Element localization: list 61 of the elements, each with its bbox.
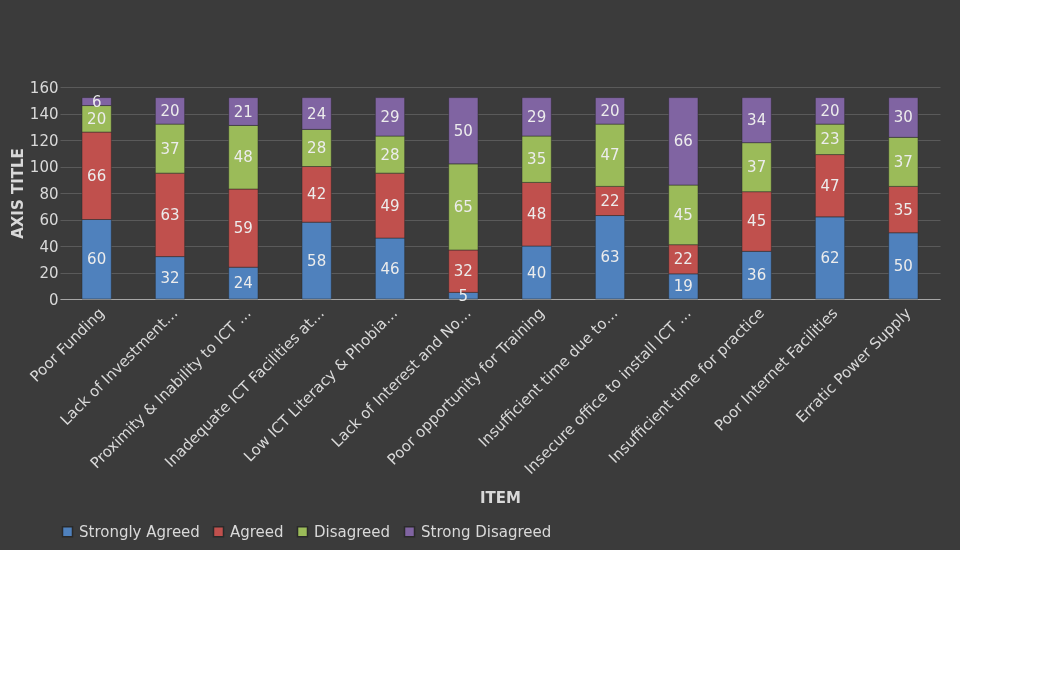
data-label: 29 xyxy=(527,107,547,126)
data-label: 20 xyxy=(87,109,107,128)
data-label: 50 xyxy=(453,121,473,140)
data-label: 66 xyxy=(673,132,693,151)
y-tick-label: 60 xyxy=(39,211,59,229)
data-label: 37 xyxy=(160,139,180,158)
data-label: 22 xyxy=(673,250,693,269)
data-label: 37 xyxy=(747,158,767,177)
legend-label: Strong Disagreed xyxy=(421,522,552,541)
data-label: 40 xyxy=(527,263,547,282)
data-label: 23 xyxy=(820,130,840,149)
y-tick-label: 140 xyxy=(29,105,59,123)
data-label: 62 xyxy=(820,248,840,267)
y-tick-label: 80 xyxy=(39,184,59,203)
legend-label: Agreed xyxy=(230,522,284,541)
data-label: 42 xyxy=(307,185,327,204)
y-tick-label: 120 xyxy=(29,131,59,150)
data-label: 30 xyxy=(893,108,913,127)
data-label: 48 xyxy=(233,148,253,167)
y-tick-label: 160 xyxy=(29,78,59,97)
data-label: 49 xyxy=(380,196,400,215)
data-label: 22 xyxy=(600,191,620,210)
data-label: 63 xyxy=(160,205,180,224)
data-label: 32 xyxy=(160,268,180,287)
y-tick-label: 20 xyxy=(39,264,59,282)
data-label: 35 xyxy=(893,200,913,219)
data-label: 24 xyxy=(307,104,327,123)
legend-label: Disagreed xyxy=(314,522,391,541)
data-label: 60 xyxy=(87,250,107,269)
data-label: 35 xyxy=(527,150,547,169)
y-axis-title: AXIS TITLE xyxy=(8,148,27,239)
data-label: 46 xyxy=(380,259,400,278)
data-label: 24 xyxy=(233,274,253,293)
y-tick-label: 100 xyxy=(29,158,59,176)
data-label: 63 xyxy=(600,248,620,267)
data-label: 45 xyxy=(673,205,693,224)
data-label: 65 xyxy=(453,197,473,216)
data-label: 58 xyxy=(307,251,327,270)
data-label: 66 xyxy=(87,166,107,185)
y-tick-label: 40 xyxy=(39,237,59,256)
data-label: 47 xyxy=(820,176,840,195)
data-label: 19 xyxy=(673,277,693,296)
data-label: 20 xyxy=(160,101,180,120)
data-label: 28 xyxy=(307,138,327,157)
data-label: 59 xyxy=(233,219,253,238)
data-label: 32 xyxy=(453,262,473,281)
data-label: 50 xyxy=(893,256,913,275)
data-label: 20 xyxy=(600,101,620,120)
x-axis-title: ITEM xyxy=(480,489,521,508)
data-label: 45 xyxy=(747,212,767,231)
y-tick-label: 0 xyxy=(48,290,59,309)
data-label: 37 xyxy=(893,152,913,171)
data-label: 20 xyxy=(820,101,840,120)
data-label: 34 xyxy=(747,111,767,130)
data-label: 47 xyxy=(600,146,620,165)
data-label: 36 xyxy=(747,266,767,285)
data-label: 21 xyxy=(233,102,253,121)
data-label: 48 xyxy=(527,205,547,224)
data-label: 28 xyxy=(380,145,400,164)
data-label: 29 xyxy=(380,107,400,126)
legend-label: Strongly Agreed xyxy=(79,522,200,541)
